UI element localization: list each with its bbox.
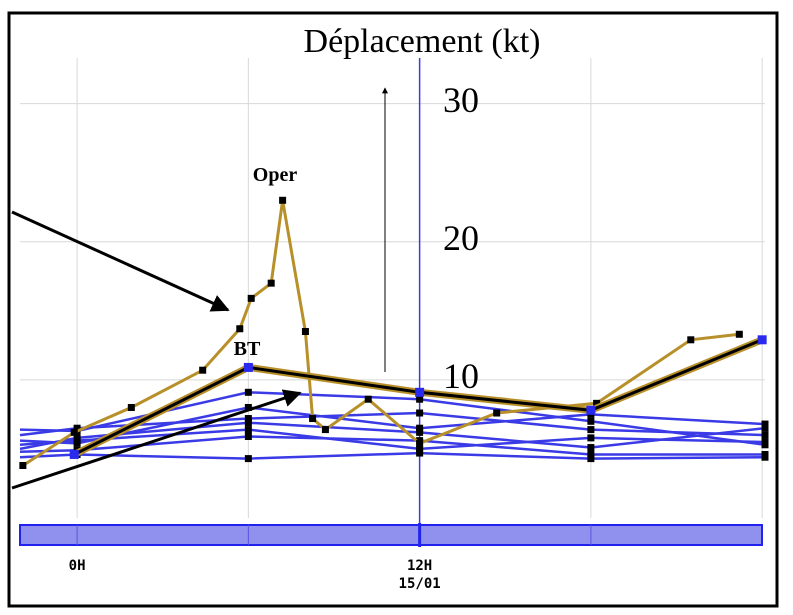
chart-title: Déplacement (kt) xyxy=(304,23,541,60)
point xyxy=(587,450,595,458)
arrow xyxy=(11,389,302,490)
point xyxy=(244,415,252,423)
point xyxy=(244,403,252,411)
x-tick-label: 0H xyxy=(69,558,86,574)
x-sublabel: 15/01 xyxy=(399,576,441,592)
point xyxy=(687,336,695,344)
point xyxy=(587,444,595,452)
point xyxy=(416,395,424,403)
point xyxy=(757,335,767,345)
point xyxy=(73,434,81,442)
line xyxy=(19,411,766,437)
point xyxy=(415,387,425,397)
point xyxy=(416,409,424,417)
point xyxy=(761,438,769,446)
point xyxy=(735,330,743,338)
point xyxy=(416,428,424,436)
point xyxy=(309,415,317,423)
point xyxy=(267,279,275,287)
line xyxy=(19,451,766,460)
point xyxy=(244,388,252,396)
point xyxy=(761,424,769,432)
point xyxy=(364,395,372,403)
point xyxy=(69,449,79,459)
point xyxy=(761,420,769,428)
point xyxy=(416,449,424,457)
point xyxy=(586,405,596,415)
arrow xyxy=(11,210,230,312)
point xyxy=(416,445,424,453)
line xyxy=(19,406,766,445)
point xyxy=(19,462,27,470)
point xyxy=(244,426,252,434)
point xyxy=(587,434,595,442)
point xyxy=(593,399,601,407)
point xyxy=(493,409,501,417)
x-tick-label: 12H xyxy=(407,558,432,574)
point xyxy=(761,431,769,439)
point xyxy=(244,419,252,427)
point xyxy=(73,424,81,432)
point xyxy=(761,453,769,461)
point xyxy=(199,366,207,374)
point xyxy=(416,424,424,432)
point xyxy=(236,325,244,333)
line xyxy=(19,435,765,456)
point xyxy=(279,196,287,204)
annotation: Oper xyxy=(253,164,298,186)
frame xyxy=(7,11,779,608)
y-tick-label: 20 xyxy=(443,218,479,258)
y-tick-label: 10 xyxy=(443,356,479,396)
point xyxy=(587,455,595,463)
y-tick-label: 30 xyxy=(443,80,479,120)
point xyxy=(587,417,595,425)
line xyxy=(19,421,766,451)
point xyxy=(247,294,255,302)
timeline-bar xyxy=(19,524,763,546)
plot-area: 10 20 30 0H 12H 15/01 xyxy=(19,58,769,592)
point xyxy=(127,403,135,411)
point xyxy=(243,362,253,372)
point xyxy=(587,426,595,434)
point xyxy=(70,428,78,436)
point xyxy=(321,426,329,434)
annotation: BT xyxy=(234,338,261,360)
point xyxy=(416,439,424,447)
point xyxy=(244,432,252,440)
line xyxy=(19,391,766,447)
point xyxy=(244,455,252,463)
point xyxy=(301,328,309,336)
